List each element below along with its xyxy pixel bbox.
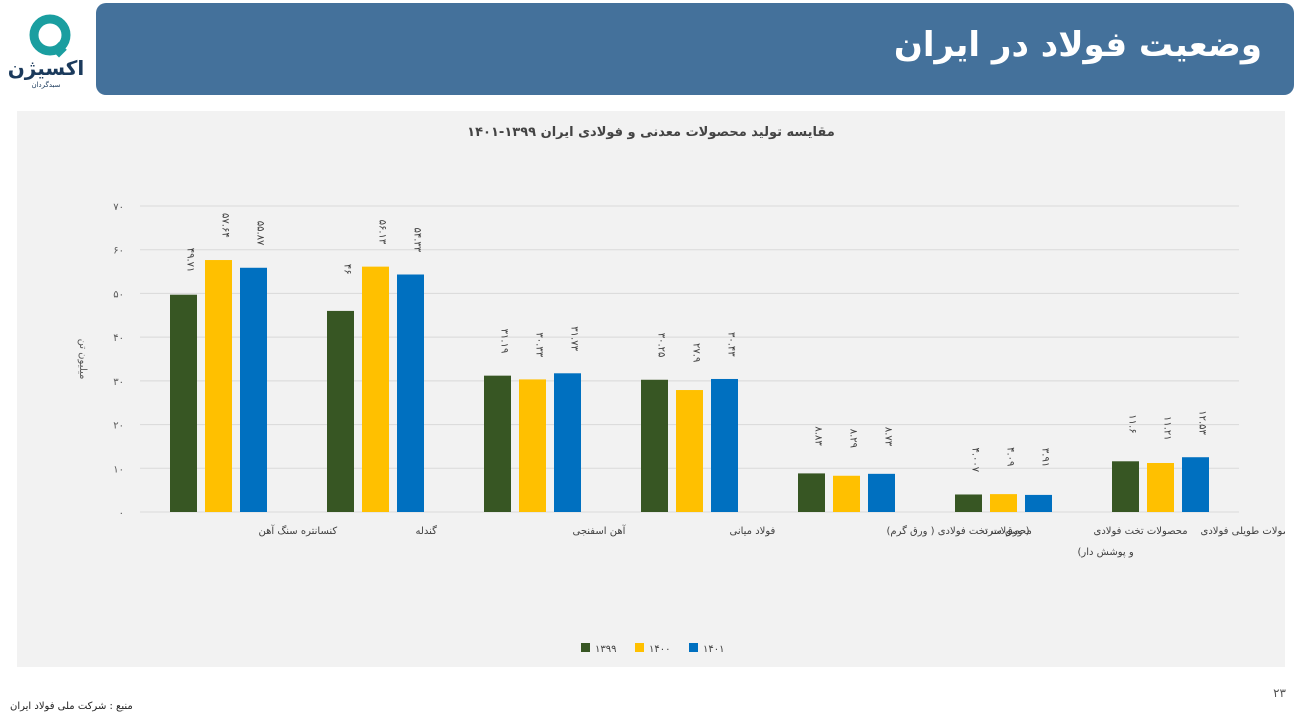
- bar: [955, 494, 982, 512]
- y-tick-label: ۲۰: [113, 421, 124, 432]
- legend-label: ۱۳۹۹: [595, 644, 616, 655]
- legend-swatch: [689, 643, 698, 652]
- bar: [1147, 462, 1174, 512]
- source-note: منبع : شرکت ملی فولاد ایران: [10, 701, 133, 712]
- bar: [833, 475, 860, 512]
- data-label: ۵۷.۶۴: [220, 213, 231, 238]
- page-title: وضعیت فولاد در ایران: [893, 25, 1262, 65]
- category-label: گندله: [416, 525, 438, 537]
- data-label: ۳۰.۳۳: [534, 332, 545, 357]
- data-label: ۱۱.۶: [1127, 414, 1138, 433]
- chart-panel: مقایسه تولید محصولات معدنی و فولادی ایرا…: [17, 111, 1285, 667]
- data-label: ۳۱.۱۹: [499, 329, 510, 354]
- bar: [240, 267, 267, 512]
- company-logo: اکسیژن سبدگردان: [6, 8, 86, 90]
- bar: [990, 494, 1017, 512]
- data-label: ۱۲.۵۳: [1197, 410, 1208, 435]
- bar: [170, 294, 197, 512]
- title-banner: وضعیت فولاد در ایران: [96, 3, 1294, 95]
- data-label: ۲۷.۹: [691, 343, 702, 362]
- page-number: ۲۳: [1273, 686, 1286, 700]
- data-label: ۵۶.۱۳: [377, 220, 388, 245]
- data-label: ۵۴.۳۳: [412, 228, 423, 253]
- data-label: ۳.۹۱: [1040, 448, 1051, 467]
- bar: [327, 310, 354, 512]
- data-label: ۴۶: [342, 264, 353, 275]
- y-tick-label: ۵۰: [113, 289, 124, 300]
- category-label: آهن اسفنجی: [573, 524, 627, 537]
- bar: [676, 390, 703, 512]
- legend-label: ۱۴۰۰: [649, 644, 670, 655]
- data-label: ۳۰.۲۵: [656, 333, 667, 358]
- data-label: ۴.۰۹: [1005, 447, 1016, 466]
- category-label: و پوشش دار): [1078, 547, 1134, 558]
- category-label: فولاد میانی: [730, 526, 776, 537]
- bar-chart: مقایسه تولید محصولات معدنی و فولادی ایرا…: [77, 125, 1286, 655]
- category-label: ( ورق سرد: [984, 526, 1030, 537]
- y-tick-label: ۶۰: [113, 246, 124, 257]
- logo-subtext: سبدگردان: [31, 80, 60, 89]
- logo-text: اکسیژن: [8, 56, 85, 80]
- bar: [641, 379, 668, 512]
- bar: [868, 473, 895, 512]
- bar: [554, 373, 581, 512]
- legend-swatch: [635, 643, 644, 652]
- bar: [205, 260, 232, 512]
- bar: [1112, 461, 1139, 512]
- bar: [711, 378, 738, 512]
- legend-swatch: [581, 643, 590, 652]
- category-label: محصولات تخت فولادی ( ورق گرم): [887, 525, 1032, 537]
- bar: [798, 473, 825, 512]
- logo-mark-icon: اکسیژن سبدگردان: [8, 14, 85, 89]
- y-axis-label: میلیون تن: [77, 339, 88, 380]
- y-tick-label: ۰: [119, 508, 124, 519]
- data-label: ۸.۸۳: [813, 426, 824, 446]
- category-label: محصولات تخت فولادی: [1094, 526, 1188, 537]
- category-label: کنسانتره سنگ آهن: [259, 524, 338, 537]
- chart-title: مقایسه تولید محصولات معدنی و فولادی ایرا…: [467, 125, 835, 140]
- y-tick-label: ۷۰: [113, 202, 124, 213]
- data-label: ۳۰.۴۳: [726, 332, 737, 357]
- data-label: ۴.۰۰۷: [970, 447, 981, 472]
- data-label: ۸.۷۳: [883, 427, 894, 447]
- data-label: ۱۱.۲۱: [1162, 416, 1173, 441]
- data-label: ۸.۲۹: [848, 429, 859, 448]
- y-tick-label: ۳۰: [113, 377, 124, 388]
- legend-label: ۱۴۰۱: [703, 644, 724, 655]
- bar: [1182, 457, 1209, 512]
- data-label: ۴۹.۷۱: [185, 248, 196, 273]
- bar: [1025, 494, 1052, 512]
- data-label: ۵۵.۸۷: [255, 221, 266, 246]
- data-label: ۳۱.۷۳: [569, 326, 580, 351]
- bar: [484, 375, 511, 512]
- category-label: محصولات طویلی فولادی: [1201, 526, 1286, 537]
- y-tick-label: ۴۰: [113, 333, 124, 344]
- bar: [362, 266, 389, 512]
- y-tick-label: ۱۰: [113, 464, 124, 475]
- bar: [397, 274, 424, 512]
- bar: [519, 379, 546, 512]
